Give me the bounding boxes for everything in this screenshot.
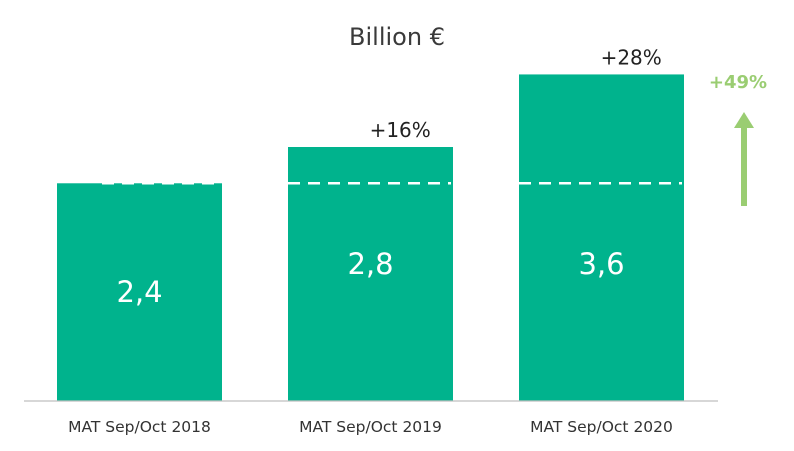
arrow-head-icon	[734, 112, 754, 128]
bar-value-label-1: 2,4	[116, 275, 162, 309]
arrow-shaft	[741, 126, 747, 206]
bar-1	[57, 183, 222, 401]
chart-title: Billion €	[349, 23, 445, 51]
bar-3	[519, 74, 684, 401]
category-label-3: MAT Sep/Oct 2020	[530, 418, 673, 436]
growth-label-2: +16%	[370, 118, 431, 142]
bars-group	[57, 74, 684, 401]
bar-value-label-2: 2,8	[347, 247, 393, 281]
growth-label-3: +28%	[601, 45, 662, 69]
total-growth-label: +49%	[709, 72, 767, 93]
bar-value-label-3: 3,6	[578, 247, 624, 281]
category-label-2: MAT Sep/Oct 2019	[299, 418, 442, 436]
labels-group: 2,4 MAT Sep/Oct 2018 2,8 +16% MAT Sep/Oct 20…	[68, 45, 673, 436]
bar-2	[288, 147, 453, 401]
category-label-1: MAT Sep/Oct 2018	[68, 418, 211, 436]
total-growth-arrow: +49%	[709, 72, 767, 206]
